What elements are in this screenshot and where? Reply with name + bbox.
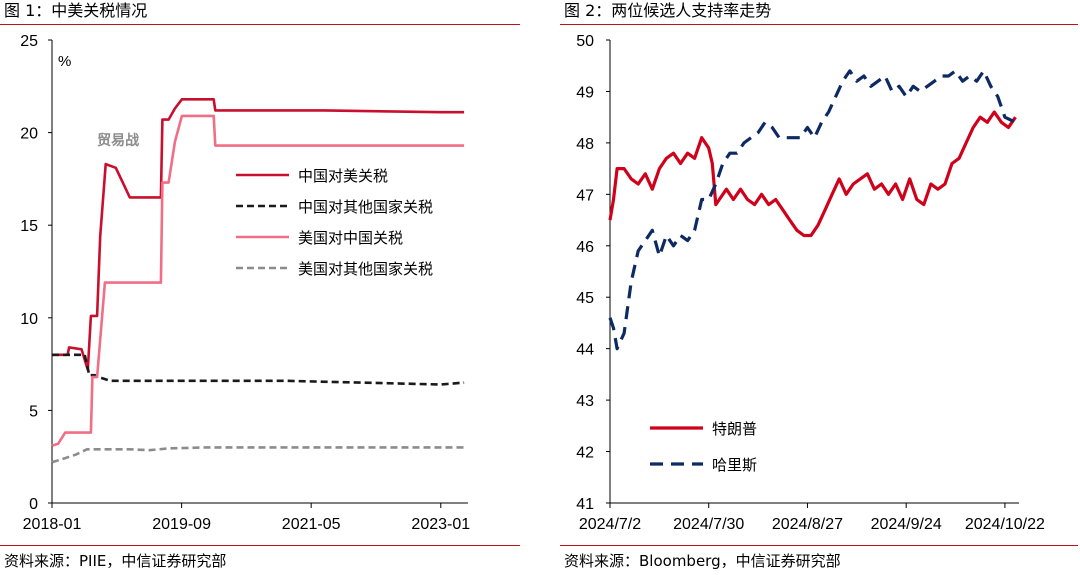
y-tick-label: 10: [20, 311, 38, 328]
trade-war-annotation: 贸易战: [97, 132, 139, 148]
y-tick-label: 0: [29, 496, 38, 513]
series-line-china-on-others: [52, 353, 465, 386]
x-tick-label: 2024/7/2: [579, 516, 641, 533]
series-line-us-on-china: [51, 114, 465, 447]
y-axis-unit: %: [58, 53, 71, 70]
figure-2-top-rule: [560, 24, 1078, 25]
y-tick-label: 41: [576, 496, 594, 513]
y-tick-label: 44: [576, 342, 594, 359]
y-tick-label: 43: [576, 393, 594, 410]
x-tick-label: 2024/10/22: [965, 516, 1045, 533]
y-tick-label: 49: [576, 84, 594, 101]
legend-label: 哈里斯: [712, 457, 757, 474]
figure-1-chart: 0 5 10 15 20 25% 2018-01 2019-09 2021-05 2023-01 贸…: [20, 33, 470, 533]
y-tick-label: 48: [576, 136, 594, 153]
figure-2-title: 图 2：两位候选人支持率走势: [564, 1, 772, 20]
figure-2-source: 资料来源：Bloomberg，中信证券研究部: [564, 552, 841, 570]
y-tick-label: 25: [20, 33, 38, 50]
x-tick-label: 2024/8/27: [772, 516, 843, 533]
x-tick-label: 2021-05: [282, 516, 341, 533]
figure-2-panel: 图 2：两位候选人支持率走势 41 42 43 44 45 46 47 48 49 50 2024/…: [560, 0, 1080, 575]
y-tick-label: 45: [576, 290, 594, 307]
figure-1-top-rule: [0, 24, 520, 25]
figure-1-title: 图 1：中美关税情况: [4, 1, 148, 20]
legend-label: 美国对中国关税: [298, 230, 403, 247]
figure-1-source: 资料来源：PIIE，中信证券研究部: [4, 552, 227, 570]
figure-2-chart: 41 42 43 44 45 46 47 48 49 50 2024/7/2 2024/7/30 202…: [576, 33, 1045, 533]
y-tick-label: 20: [20, 126, 38, 143]
legend-label: 中国对其他国家关税: [298, 199, 433, 216]
x-tick-label: 2019-09: [152, 516, 211, 533]
figure-1-panel: 图 1：中美关税情况 0 5 10 15 20 25% 2018-01 2019-09 2021…: [0, 0, 522, 575]
y-tick-label: 47: [576, 187, 594, 204]
y-tick-label: 42: [576, 445, 594, 462]
x-tick-label: 2024/7/30: [673, 516, 744, 533]
figure-2-bottom-rule: [560, 545, 1078, 546]
series-line-trump: [608, 110, 1017, 238]
legend-label: 美国对其他国家关税: [298, 261, 433, 278]
series-line-us-on-others: [51, 446, 465, 464]
legend-label: 特朗普: [712, 421, 757, 438]
series-line-harris: [608, 69, 1017, 351]
x-tick-label: 2023-01: [411, 516, 470, 533]
y-tick-label: 50: [576, 33, 594, 50]
x-tick-label: 2024/9/24: [871, 516, 942, 533]
y-tick-label: 46: [576, 239, 594, 256]
legend-label: 中国对美关税: [298, 168, 388, 185]
y-tick-label: 15: [20, 218, 38, 235]
y-tick-label: 5: [29, 403, 38, 420]
figure-1-bottom-rule: [0, 545, 520, 546]
x-tick-label: 2018-01: [23, 516, 82, 533]
